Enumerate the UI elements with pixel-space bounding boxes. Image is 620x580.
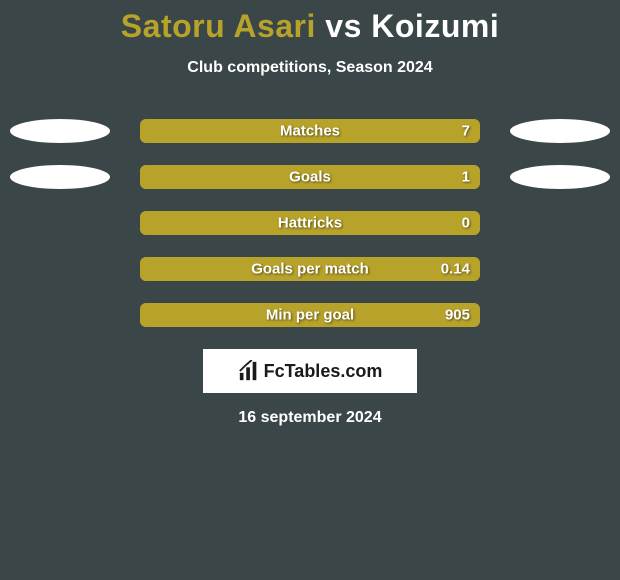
stat-row: Goals per match0.14 — [0, 257, 620, 281]
stat-value: 0 — [462, 215, 470, 232]
stat-label: Matches — [140, 123, 480, 140]
stat-row: Goals1 — [0, 165, 620, 189]
stat-value: 7 — [462, 123, 470, 140]
logo-text: FcTables.com — [264, 361, 383, 382]
stat-bar: Matches7 — [140, 119, 480, 143]
bar-chart-icon — [238, 360, 260, 382]
date-text: 16 september 2024 — [0, 409, 620, 427]
stat-rows: Matches7Goals1Hattricks0Goals per match0… — [0, 119, 620, 327]
stat-row: Min per goal905 — [0, 303, 620, 327]
stat-label: Min per goal — [140, 307, 480, 324]
stat-value: 905 — [445, 307, 470, 324]
stat-bar: Hattricks0 — [140, 211, 480, 235]
right-ellipse — [510, 119, 610, 143]
right-ellipse — [510, 165, 610, 189]
stat-row: Matches7 — [0, 119, 620, 143]
title-player1: Satoru Asari — [121, 8, 316, 44]
logo-box: FcTables.com — [203, 349, 417, 393]
page-title: Satoru Asari vs Koizumi — [0, 0, 620, 45]
stat-value: 0.14 — [441, 261, 470, 278]
stat-label: Goals per match — [140, 261, 480, 278]
stat-label: Goals — [140, 169, 480, 186]
subtitle: Club competitions, Season 2024 — [0, 59, 620, 77]
stat-bar: Min per goal905 — [140, 303, 480, 327]
title-vs: vs — [325, 8, 362, 44]
stat-value: 1 — [462, 169, 470, 186]
stat-label: Hattricks — [140, 215, 480, 232]
stat-row: Hattricks0 — [0, 211, 620, 235]
left-ellipse — [10, 119, 110, 143]
stat-bar: Goals per match0.14 — [140, 257, 480, 281]
left-ellipse — [10, 165, 110, 189]
title-player2: Koizumi — [371, 8, 499, 44]
stat-bar: Goals1 — [140, 165, 480, 189]
